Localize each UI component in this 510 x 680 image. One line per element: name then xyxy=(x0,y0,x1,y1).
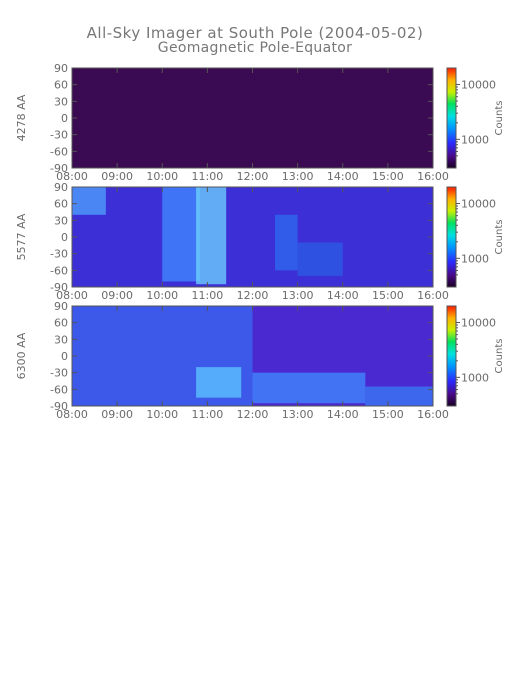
x-tick-label: 09:00 xyxy=(101,289,133,302)
heatmap-band xyxy=(365,386,433,406)
y-tick-label: -60 xyxy=(50,145,68,158)
colorbar-tick-label: 1000 xyxy=(461,133,489,146)
colorbar xyxy=(447,68,456,168)
x-tick-label: 12:00 xyxy=(237,289,269,302)
x-tick-label: 11:00 xyxy=(192,170,224,183)
heatmap-background xyxy=(72,68,433,168)
x-tick-label: 11:00 xyxy=(192,408,224,421)
y-tick-label: 60 xyxy=(54,198,68,211)
y-tick-label: 90 xyxy=(54,300,68,313)
x-tick-label: 13:00 xyxy=(282,408,314,421)
colorbar-label: Counts xyxy=(494,220,505,255)
heatmap-band xyxy=(297,242,343,276)
y-tick-label: 30 xyxy=(54,214,68,227)
y-tick-label: -60 xyxy=(50,383,68,396)
x-tick-label: 08:00 xyxy=(56,170,88,183)
x-tick-label: 08:00 xyxy=(56,289,88,302)
colorbar-tick-label: 1000 xyxy=(461,252,489,265)
y-tick-label: -90 xyxy=(50,162,68,175)
y-tick-label: 30 xyxy=(54,95,68,108)
y-tick-label: 0 xyxy=(61,112,68,125)
y-tick-label: 60 xyxy=(54,317,68,330)
x-tick-label: 10:00 xyxy=(146,170,178,183)
heatmap-band xyxy=(252,372,366,404)
x-tick-label: 14:00 xyxy=(327,170,359,183)
y-tick-label: 90 xyxy=(54,181,68,194)
heatmap-background xyxy=(72,187,433,287)
y-tick-label: 30 xyxy=(54,333,68,346)
y-tick-label: -90 xyxy=(50,281,68,294)
x-tick-label: 13:00 xyxy=(282,289,314,302)
y-axis-label: 5577 AA xyxy=(15,213,28,260)
colorbar-frame xyxy=(446,186,457,288)
heatmap-band xyxy=(275,214,298,271)
colorbar-label: Counts xyxy=(494,339,505,374)
x-tick-label: 15:00 xyxy=(372,289,404,302)
x-tick-label: 16:00 xyxy=(417,408,449,421)
x-tick-label: 16:00 xyxy=(417,170,449,183)
heatmap-band xyxy=(72,187,106,215)
y-tick-label: 90 xyxy=(54,62,68,75)
y-tick-label: -60 xyxy=(50,264,68,277)
x-tick-label: 15:00 xyxy=(372,408,404,421)
x-tick-label: 14:00 xyxy=(327,408,359,421)
y-tick-label: -30 xyxy=(50,248,68,261)
colorbar-frame xyxy=(446,67,457,169)
colorbar-frame xyxy=(446,305,457,407)
y-tick-label: 60 xyxy=(54,79,68,92)
y-axis-label: 6300 AA xyxy=(15,332,28,379)
x-tick-label: 13:00 xyxy=(282,170,314,183)
chart-title: All-Sky Imager at South Pole (2004-05-02… xyxy=(86,24,424,42)
x-tick-label: 10:00 xyxy=(146,289,178,302)
heatmap-band xyxy=(196,187,227,285)
y-tick-label: -90 xyxy=(50,400,68,413)
x-tick-label: 16:00 xyxy=(417,289,449,302)
y-tick-label: 0 xyxy=(61,350,68,363)
x-tick-label: 14:00 xyxy=(327,289,359,302)
colorbar xyxy=(447,187,456,287)
colorbar-tick-label: 10000 xyxy=(461,79,496,92)
x-tick-label: 15:00 xyxy=(372,170,404,183)
y-tick-label: -30 xyxy=(50,367,68,380)
colorbar-tick-label: 10000 xyxy=(461,198,496,211)
x-tick-label: 10:00 xyxy=(146,408,178,421)
colorbar-tick-label: 10000 xyxy=(461,317,496,330)
chart-subtitle: Geomagnetic Pole-Equator xyxy=(157,40,353,56)
colorbar-label: Counts xyxy=(494,101,505,136)
x-tick-label: 09:00 xyxy=(101,170,133,183)
x-tick-label: 12:00 xyxy=(237,170,269,183)
x-tick-label: 08:00 xyxy=(56,408,88,421)
colorbar-tick-label: 1000 xyxy=(461,371,489,384)
y-axis-label: 4278 AA xyxy=(15,94,28,141)
y-tick-label: 0 xyxy=(61,231,68,244)
x-tick-label: 11:00 xyxy=(192,289,224,302)
x-tick-label: 12:00 xyxy=(237,408,269,421)
heatmap-band xyxy=(162,187,200,282)
colorbar xyxy=(447,306,456,406)
heatmap-band xyxy=(196,367,242,398)
y-tick-label: -30 xyxy=(50,129,68,142)
x-tick-label: 09:00 xyxy=(101,408,133,421)
